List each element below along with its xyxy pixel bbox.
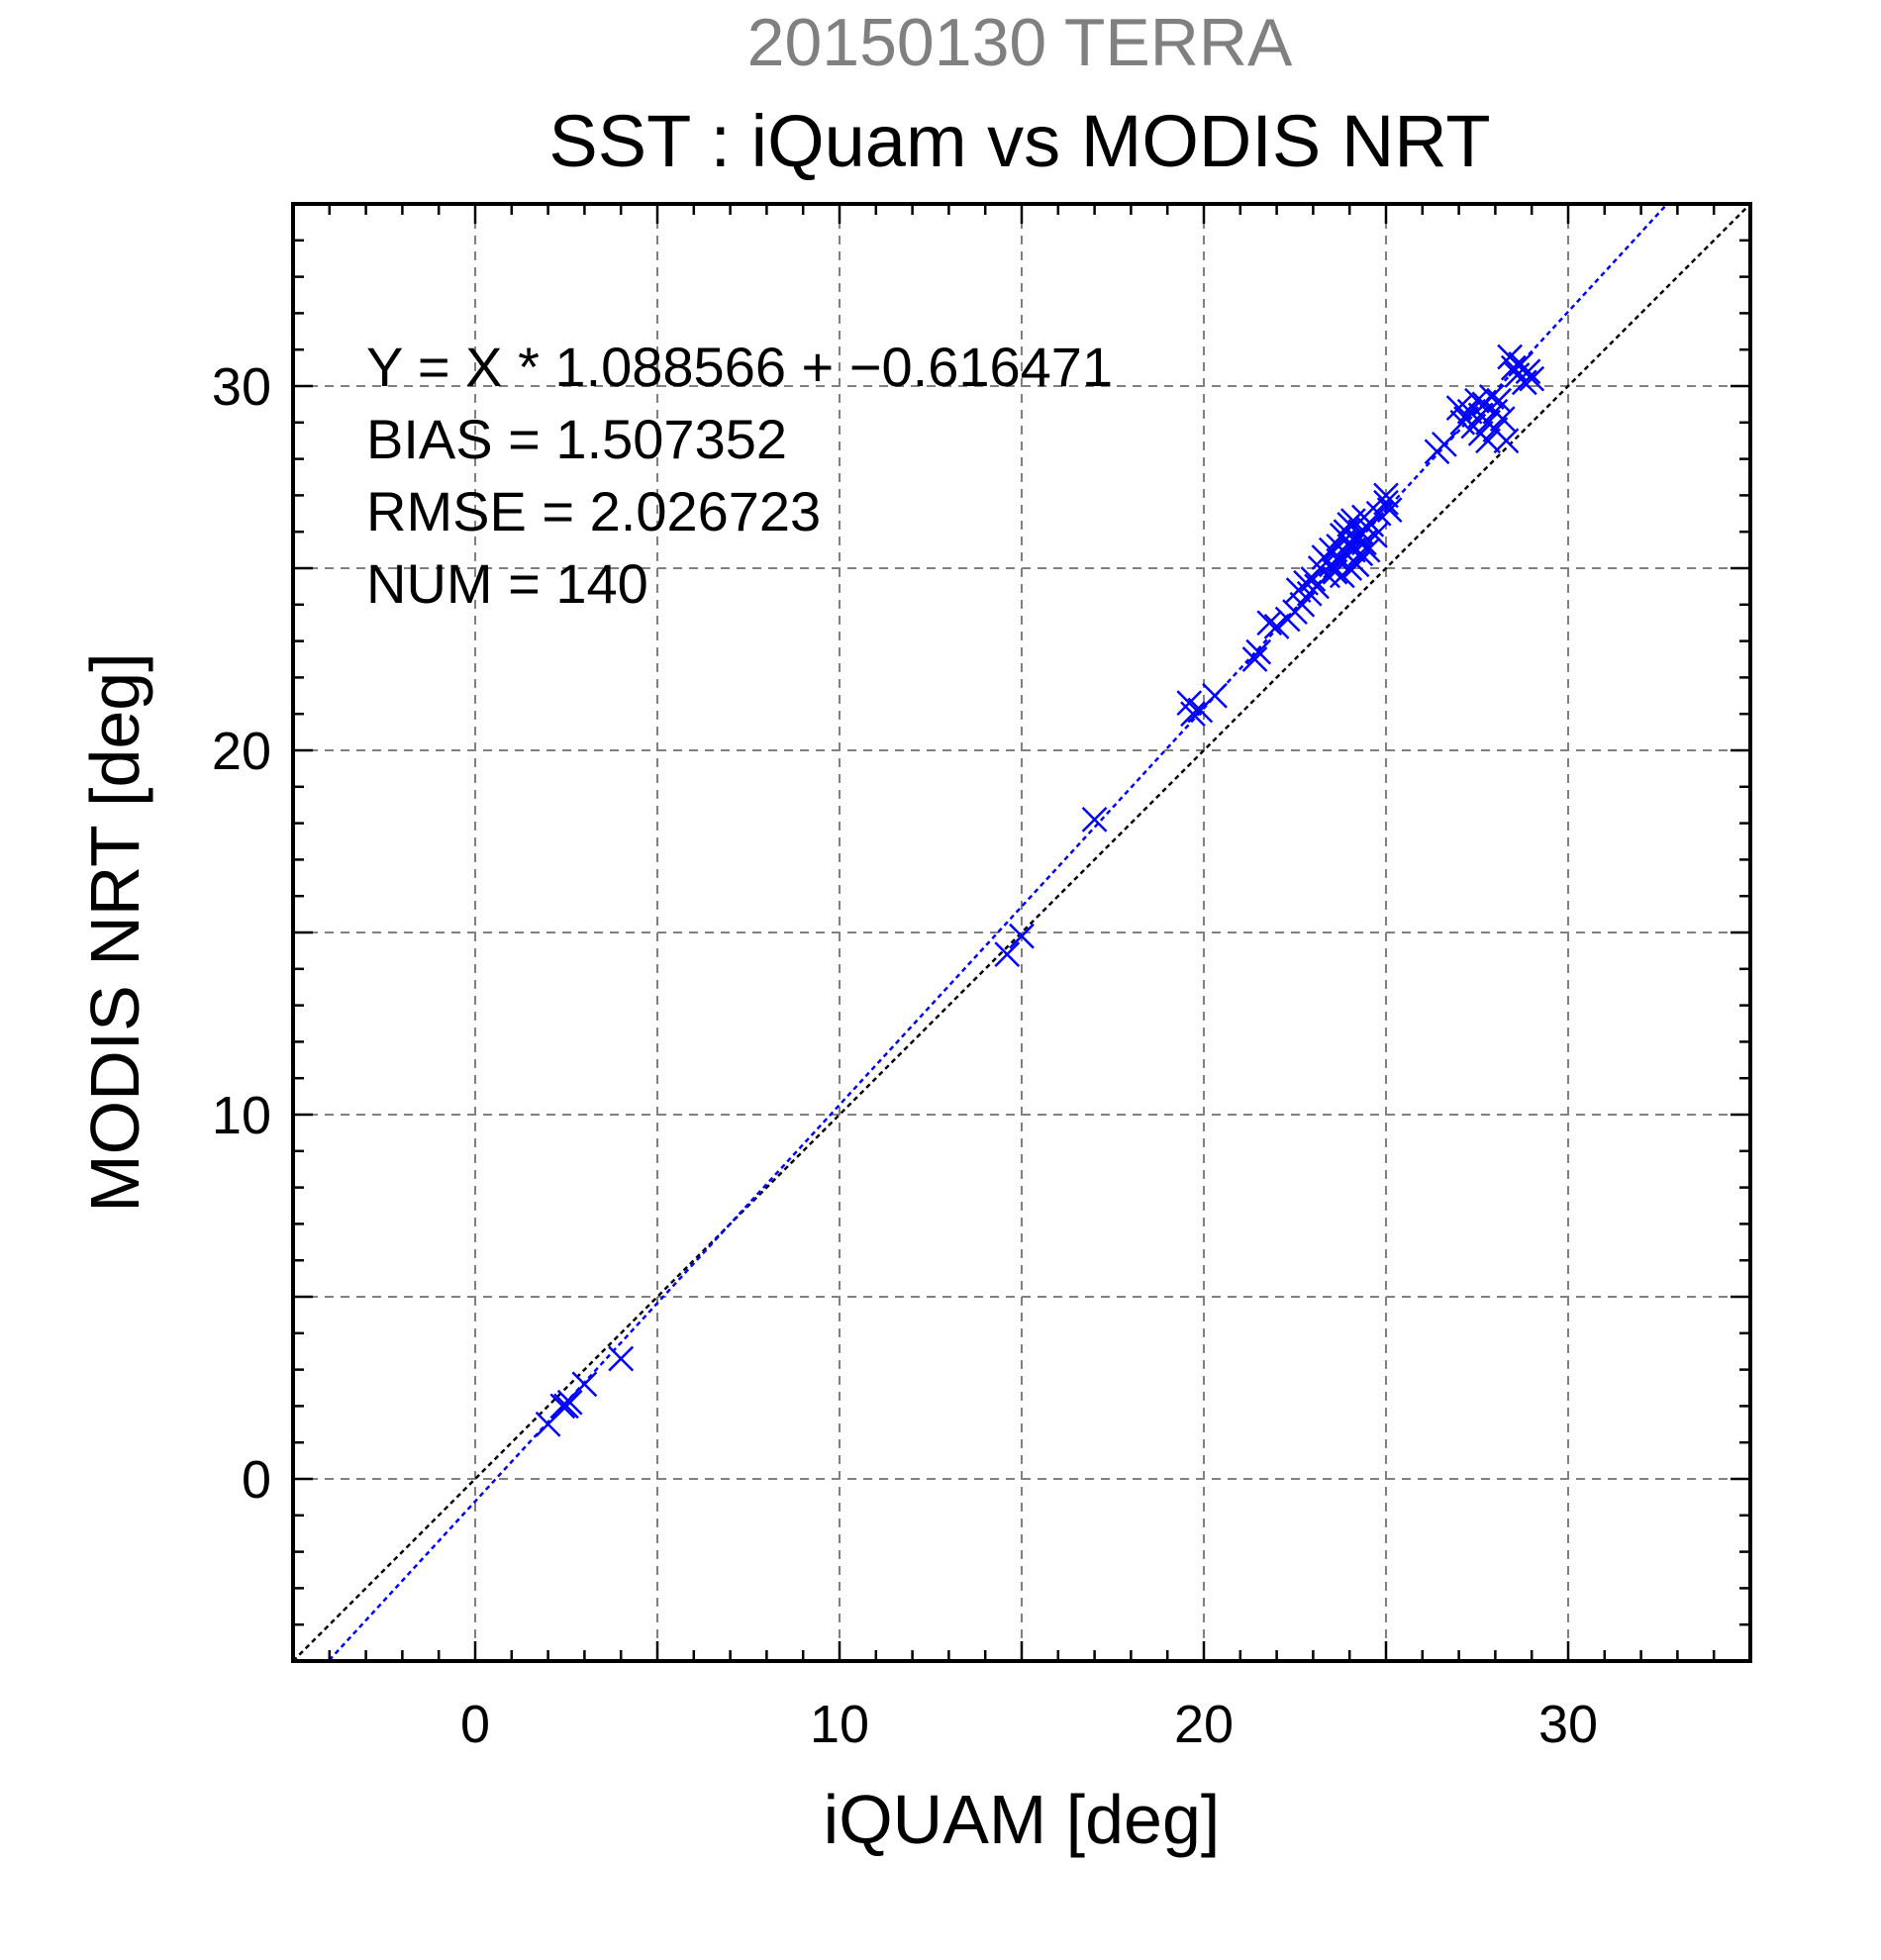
data-point [1489, 406, 1516, 433]
data-point [1478, 384, 1505, 410]
data-point [1373, 482, 1399, 509]
chart-title: SST : iQuam vs MODIS NRT [548, 100, 1490, 182]
data-points [535, 343, 1545, 1437]
data-point [994, 941, 1021, 967]
data-point [1354, 537, 1381, 563]
y-tick-label: 10 [212, 1086, 271, 1145]
data-point [1241, 646, 1268, 672]
data-point [1351, 530, 1377, 556]
data-point [571, 1371, 598, 1398]
x-tick-label: 30 [1538, 1695, 1598, 1754]
data-point [1362, 522, 1388, 548]
stat-line-rmse: RMSE = 2.026723 [366, 480, 821, 542]
identity-line [293, 204, 1750, 1661]
axis-ticks [293, 204, 1750, 1661]
data-point [1009, 923, 1035, 949]
grid-lines [293, 204, 1750, 1661]
y-axis-label: MODIS NRT [deg] [76, 652, 153, 1212]
data-point [1515, 358, 1541, 385]
y-tick-label: 20 [212, 722, 271, 781]
data-point [1376, 497, 1403, 524]
y-tick-label: 30 [212, 357, 271, 417]
data-point [1475, 428, 1501, 454]
data-point [1081, 807, 1108, 833]
stat-line-num: NUM = 140 [366, 552, 648, 615]
data-point [1500, 354, 1527, 381]
stat-line-bias: BIAS = 1.507352 [366, 408, 787, 470]
x-tick-label: 10 [810, 1695, 869, 1754]
x-tick-label: 20 [1174, 1695, 1234, 1754]
y-tick-label: 0 [242, 1450, 271, 1510]
data-point [1300, 566, 1327, 592]
chart-date-title: 20150130 TERRA [747, 5, 1293, 80]
tick-labels: 0 10 20 30 0 10 20 30 [212, 357, 1598, 1754]
data-point [1464, 387, 1490, 414]
x-tick-label: 0 [460, 1695, 490, 1754]
data-point [1493, 428, 1520, 454]
data-point [1245, 638, 1272, 665]
data-point [1180, 701, 1206, 728]
x-axis-label: iQUAM [deg] [824, 1781, 1221, 1858]
stat-line-fit: Y = X * 1.088566 + −0.616471 [366, 336, 1113, 398]
data-point [1373, 489, 1399, 516]
data-point [549, 1393, 576, 1420]
data-point [1263, 613, 1290, 639]
data-point [608, 1345, 635, 1372]
data-point [1256, 610, 1283, 637]
data-point [556, 1389, 583, 1416]
data-point [1519, 365, 1545, 392]
data-point [1289, 591, 1316, 618]
data-point [1431, 431, 1457, 457]
data-point [1202, 682, 1228, 709]
